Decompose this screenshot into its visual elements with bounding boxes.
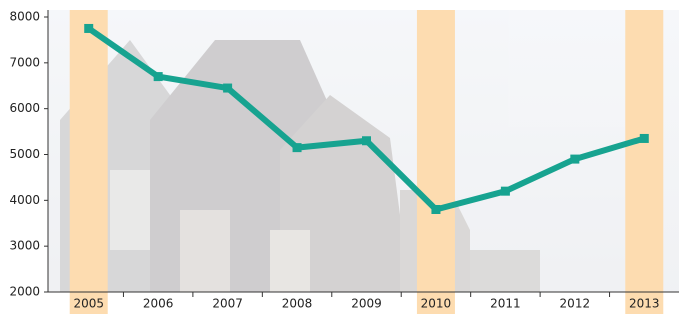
background-photo — [48, 10, 679, 292]
y-tick-label: 6000 — [9, 101, 40, 115]
x-tick-label: 2013 — [629, 297, 660, 311]
y-tick-label: 4000 — [9, 193, 40, 207]
y-tick-label: 7000 — [9, 55, 40, 69]
data-point — [293, 143, 302, 152]
x-tick-label: 2012 — [560, 297, 591, 311]
x-tick-label: 2010 — [421, 297, 452, 311]
y-tick-label: 8000 — [9, 10, 40, 24]
page: 2000 3000 4000 5000 6000 7000 8000 2005 2006 2007… — [0, 0, 679, 314]
x-tick-label: 2005 — [73, 297, 104, 311]
data-point — [84, 24, 93, 33]
x-tick-label: 2009 — [351, 297, 382, 311]
y-tick-label: 2000 — [9, 285, 40, 299]
highlight-band — [417, 10, 455, 314]
data-point — [431, 205, 440, 214]
x-tick-label: 2007 — [212, 297, 243, 311]
data-point — [223, 84, 232, 93]
data-point — [362, 136, 371, 145]
x-tick-label: 2006 — [143, 297, 174, 311]
y-tick-label: 3000 — [9, 239, 40, 253]
chart: 2000 3000 4000 5000 6000 7000 8000 2005 2006 2007… — [0, 0, 679, 314]
data-point — [501, 187, 510, 196]
data-point — [570, 155, 579, 164]
data-point — [640, 134, 649, 143]
highlight-band — [625, 10, 663, 314]
highlight-band — [70, 10, 108, 314]
x-tick-label: 2011 — [490, 297, 521, 311]
data-point — [154, 72, 163, 81]
x-tick-label: 2008 — [282, 297, 313, 311]
y-tick-label: 5000 — [9, 147, 40, 161]
